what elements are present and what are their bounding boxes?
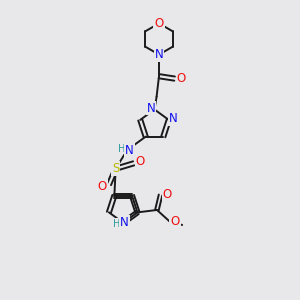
Text: N: N	[125, 144, 134, 157]
Text: O: O	[98, 180, 107, 193]
Text: O: O	[163, 188, 172, 202]
Text: N: N	[120, 216, 129, 229]
Text: N: N	[146, 101, 155, 115]
Text: S: S	[112, 162, 119, 175]
Text: O: O	[177, 72, 186, 85]
Text: N: N	[169, 112, 178, 125]
Text: O: O	[136, 155, 145, 168]
Text: O: O	[154, 17, 164, 30]
Text: H: H	[118, 144, 125, 154]
Text: H: H	[113, 219, 120, 229]
Text: N: N	[154, 48, 164, 61]
Text: O: O	[170, 215, 180, 229]
